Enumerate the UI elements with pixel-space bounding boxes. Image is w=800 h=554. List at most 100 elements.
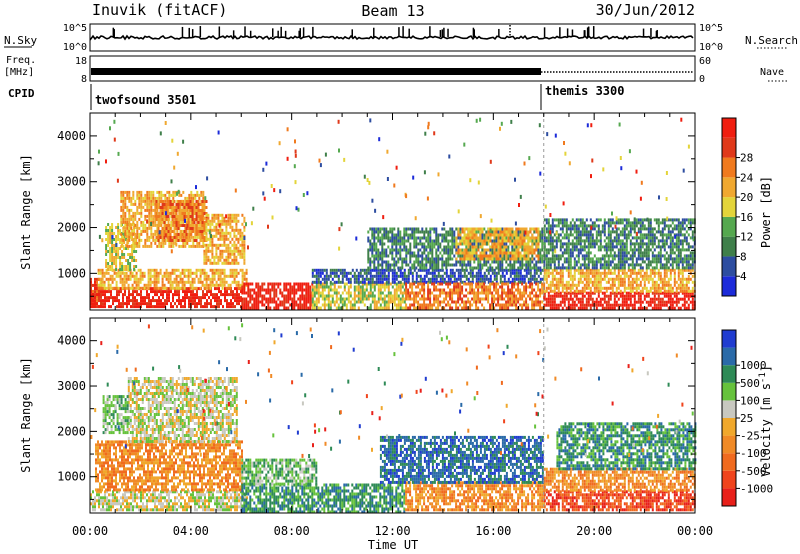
data-cell <box>255 291 258 295</box>
data-cell <box>235 243 238 247</box>
data-cell <box>221 280 224 284</box>
data-cell <box>150 214 153 218</box>
data-cell <box>493 230 496 234</box>
data-cell <box>337 280 340 284</box>
data-cell <box>517 239 520 243</box>
data-cell <box>182 229 185 233</box>
data-cell <box>395 297 398 301</box>
data-cell <box>477 245 480 249</box>
data-cell <box>134 211 137 215</box>
data-cell <box>172 244 175 248</box>
data-cell <box>471 233 474 237</box>
data-cell <box>501 285 504 289</box>
data-cell <box>397 294 400 298</box>
data-cell <box>135 283 138 287</box>
data-cell <box>403 288 406 292</box>
data-cell <box>214 287 216 291</box>
data-cell <box>335 294 338 298</box>
data-cell <box>487 248 490 252</box>
data-cell <box>487 294 490 298</box>
data-cell <box>547 294 550 298</box>
data-cell <box>439 233 442 237</box>
data-cell <box>551 300 554 304</box>
data-cell <box>457 282 460 286</box>
data-cell <box>147 283 150 287</box>
data-cell <box>449 263 452 267</box>
data-cell <box>175 274 178 278</box>
data-cell <box>131 259 134 262</box>
data-cell <box>385 227 388 231</box>
data-cell <box>465 236 468 240</box>
data-cell <box>337 303 340 307</box>
data-cell <box>425 230 428 234</box>
data-cell <box>489 280 492 284</box>
data-cell <box>437 254 440 258</box>
data-cell <box>109 232 112 235</box>
data-cell <box>239 243 242 247</box>
data-cell <box>309 285 312 289</box>
data-cell <box>301 294 304 298</box>
data-cell <box>397 248 400 252</box>
data-cell <box>467 282 470 286</box>
data-cell <box>489 274 492 278</box>
data-cell <box>331 300 334 304</box>
data-cell <box>201 283 204 287</box>
data-cell <box>441 288 444 292</box>
nave-tick-top: 60 <box>699 56 711 67</box>
data-cell <box>481 245 484 249</box>
data-cell <box>219 271 222 275</box>
data-cell <box>146 238 149 242</box>
data-cell <box>505 254 508 258</box>
data-cell <box>141 286 144 290</box>
data-cell <box>186 290 188 294</box>
data-cell <box>361 294 364 298</box>
data-cell <box>623 294 626 298</box>
data-cell <box>237 280 240 284</box>
data-cell <box>161 236 164 239</box>
data-cell <box>191 286 194 290</box>
data-cell <box>525 266 528 270</box>
data-cell <box>123 283 126 287</box>
data-cell <box>161 218 164 221</box>
data-cell <box>417 303 420 307</box>
data-cell <box>537 257 540 261</box>
data-cell <box>299 285 302 289</box>
data-cell <box>192 296 194 300</box>
data-cell <box>179 206 182 209</box>
data-cell <box>377 227 380 231</box>
data-cell <box>403 245 406 249</box>
data-cell <box>115 280 118 284</box>
data-cell <box>491 294 494 298</box>
data-cell <box>541 260 544 264</box>
data-cell <box>191 209 194 212</box>
data-cell <box>109 247 112 250</box>
data-cell <box>377 288 380 292</box>
data-cell <box>167 203 170 206</box>
data-cell <box>178 211 181 215</box>
data-cell <box>357 282 360 286</box>
data-cell <box>525 291 528 295</box>
data-cell <box>499 245 502 249</box>
data-cell <box>321 268 324 272</box>
data-cell <box>209 283 212 287</box>
data-cell <box>205 255 208 259</box>
data-cell <box>325 294 328 298</box>
data-cell <box>535 280 538 284</box>
data-cell <box>148 223 151 227</box>
data-cell <box>473 266 476 270</box>
data-cell <box>429 277 432 281</box>
data-cell <box>515 260 518 264</box>
data-cell <box>207 243 210 247</box>
data-cell <box>495 291 498 295</box>
data-cell <box>397 242 400 246</box>
data-cell <box>279 303 282 307</box>
data-cell <box>419 242 422 246</box>
data-cell <box>243 243 246 247</box>
data-cell <box>491 280 494 284</box>
data-cell <box>161 203 164 206</box>
data-cell <box>225 286 228 290</box>
data-cell <box>539 268 542 272</box>
data-cell <box>153 280 156 284</box>
data-cell <box>369 245 372 249</box>
data-cell <box>505 242 508 246</box>
